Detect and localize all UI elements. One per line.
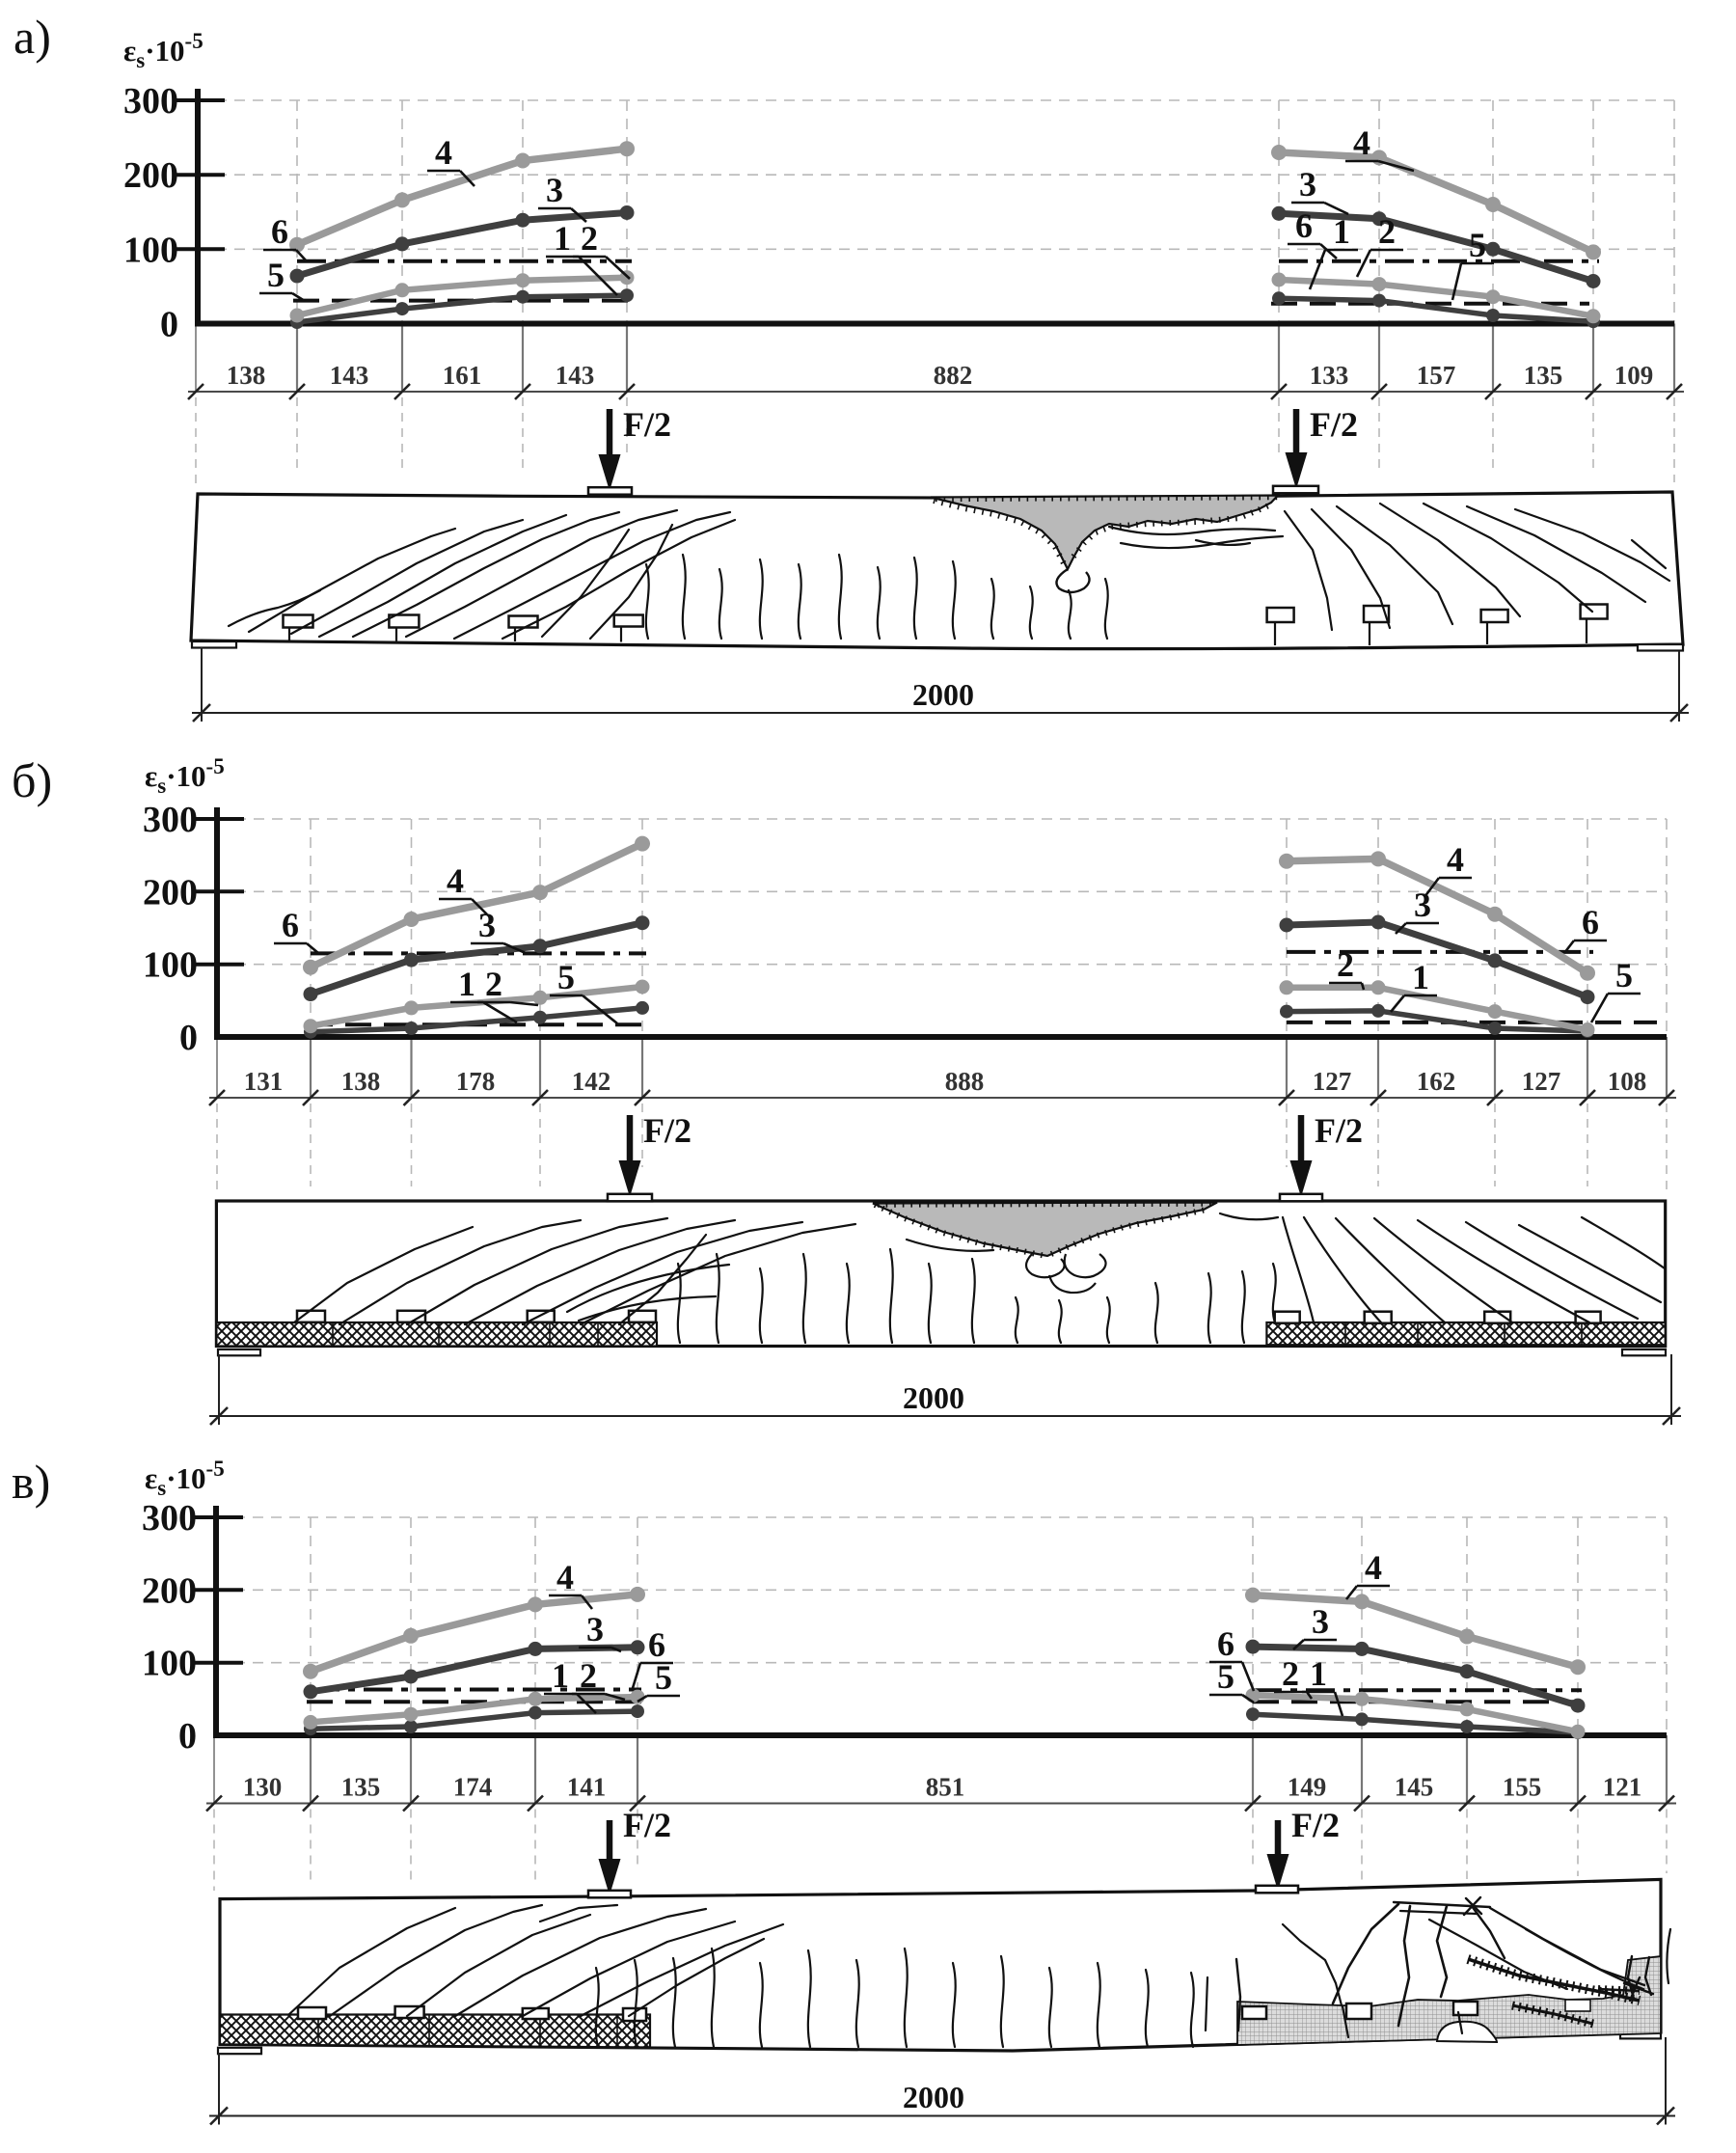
svg-text:3: 3 <box>1299 165 1316 204</box>
svg-text:1: 1 <box>458 965 475 1003</box>
svg-text:138: 138 <box>341 1067 381 1096</box>
svg-text:6: 6 <box>271 212 288 251</box>
svg-text:100: 100 <box>123 230 178 270</box>
svg-text:6: 6 <box>1582 903 1599 941</box>
svg-text:888: 888 <box>945 1067 985 1096</box>
svg-text:100: 100 <box>143 945 198 986</box>
svg-text:2: 2 <box>485 965 502 1003</box>
svg-text:155: 155 <box>1503 1773 1542 1802</box>
svg-text:162: 162 <box>1417 1067 1456 1096</box>
svg-text:133: 133 <box>1310 361 1349 390</box>
svg-text:141: 141 <box>567 1773 607 1802</box>
svg-text:130: 130 <box>243 1773 283 1802</box>
svg-text:300: 300 <box>143 800 198 840</box>
svg-text:145: 145 <box>1395 1773 1434 1802</box>
svg-text:4: 4 <box>1353 123 1370 162</box>
svg-text:6: 6 <box>1295 206 1313 245</box>
svg-text:4: 4 <box>556 1558 574 1596</box>
svg-text:300: 300 <box>123 81 178 122</box>
svg-text:F/2: F/2 <box>1291 1806 1340 1844</box>
svg-text:0: 0 <box>178 1716 197 1757</box>
svg-text:3: 3 <box>586 1610 604 1649</box>
svg-text:2: 2 <box>580 1656 597 1695</box>
svg-text:2000: 2000 <box>912 677 974 712</box>
svg-text:6: 6 <box>1217 1624 1234 1663</box>
svg-text:5: 5 <box>557 958 575 996</box>
svg-text:6: 6 <box>648 1625 665 1664</box>
svg-text:200: 200 <box>143 872 198 913</box>
svg-text:F/2: F/2 <box>623 1806 671 1844</box>
svg-text:300: 300 <box>142 1498 197 1539</box>
svg-text:5: 5 <box>1217 1657 1234 1696</box>
svg-text:143: 143 <box>556 361 595 390</box>
svg-text:1: 1 <box>552 1656 569 1695</box>
svg-text:100: 100 <box>142 1644 197 1684</box>
svg-text:127: 127 <box>1313 1067 1352 1096</box>
svg-text:4: 4 <box>1447 840 1464 879</box>
svg-text:5: 5 <box>267 256 285 294</box>
svg-text:2: 2 <box>1337 945 1354 984</box>
svg-text:6: 6 <box>282 906 299 944</box>
svg-text:3: 3 <box>546 171 563 209</box>
svg-text:127: 127 <box>1522 1067 1561 1096</box>
svg-text:F/2: F/2 <box>623 405 671 444</box>
svg-text:3: 3 <box>478 906 496 944</box>
svg-text:200: 200 <box>123 155 178 196</box>
svg-text:б): б) <box>12 753 52 807</box>
svg-text:138: 138 <box>227 361 266 390</box>
svg-text:2: 2 <box>581 219 598 258</box>
svg-text:F/2: F/2 <box>1315 1111 1363 1150</box>
svg-text:135: 135 <box>341 1773 381 1802</box>
svg-text:5: 5 <box>1615 956 1633 995</box>
svg-text:1: 1 <box>554 219 571 258</box>
svg-text:178: 178 <box>456 1067 496 1096</box>
svg-text:5: 5 <box>655 1658 672 1697</box>
svg-text:2: 2 <box>1378 212 1396 251</box>
svg-text:5: 5 <box>1469 226 1486 264</box>
svg-text:2: 2 <box>1282 1654 1299 1693</box>
svg-text:εs·10-5: εs·10-5 <box>145 754 225 798</box>
svg-text:149: 149 <box>1288 1773 1327 1802</box>
svg-text:F/2: F/2 <box>1310 405 1358 444</box>
svg-text:851: 851 <box>926 1773 965 1802</box>
svg-text:1: 1 <box>1333 212 1350 251</box>
svg-text:121: 121 <box>1603 1773 1642 1802</box>
svg-text:157: 157 <box>1417 361 1456 390</box>
svg-text:0: 0 <box>179 1018 198 1058</box>
svg-text:135: 135 <box>1524 361 1563 390</box>
svg-text:131: 131 <box>244 1067 284 1096</box>
svg-text:в): в) <box>12 1455 50 1509</box>
svg-text:2000: 2000 <box>903 2080 964 2114</box>
svg-text:108: 108 <box>1608 1067 1647 1096</box>
svg-text:174: 174 <box>453 1773 493 1802</box>
svg-text:F/2: F/2 <box>643 1111 692 1150</box>
svg-text:882: 882 <box>934 361 973 390</box>
svg-text:0: 0 <box>160 305 178 345</box>
svg-text:4: 4 <box>435 133 452 172</box>
svg-text:2000: 2000 <box>903 1380 964 1415</box>
svg-text:4: 4 <box>1365 1548 1382 1587</box>
svg-text:143: 143 <box>330 361 369 390</box>
svg-text:3: 3 <box>1312 1602 1329 1641</box>
svg-text:142: 142 <box>572 1067 611 1096</box>
svg-text:161: 161 <box>443 361 482 390</box>
svg-text:4: 4 <box>447 861 464 900</box>
svg-text:а): а) <box>14 10 51 64</box>
svg-text:1: 1 <box>1412 958 1429 996</box>
svg-text:109: 109 <box>1614 361 1654 390</box>
svg-text:1: 1 <box>1310 1654 1327 1693</box>
svg-text:3: 3 <box>1414 886 1431 924</box>
svg-text:200: 200 <box>142 1570 197 1611</box>
